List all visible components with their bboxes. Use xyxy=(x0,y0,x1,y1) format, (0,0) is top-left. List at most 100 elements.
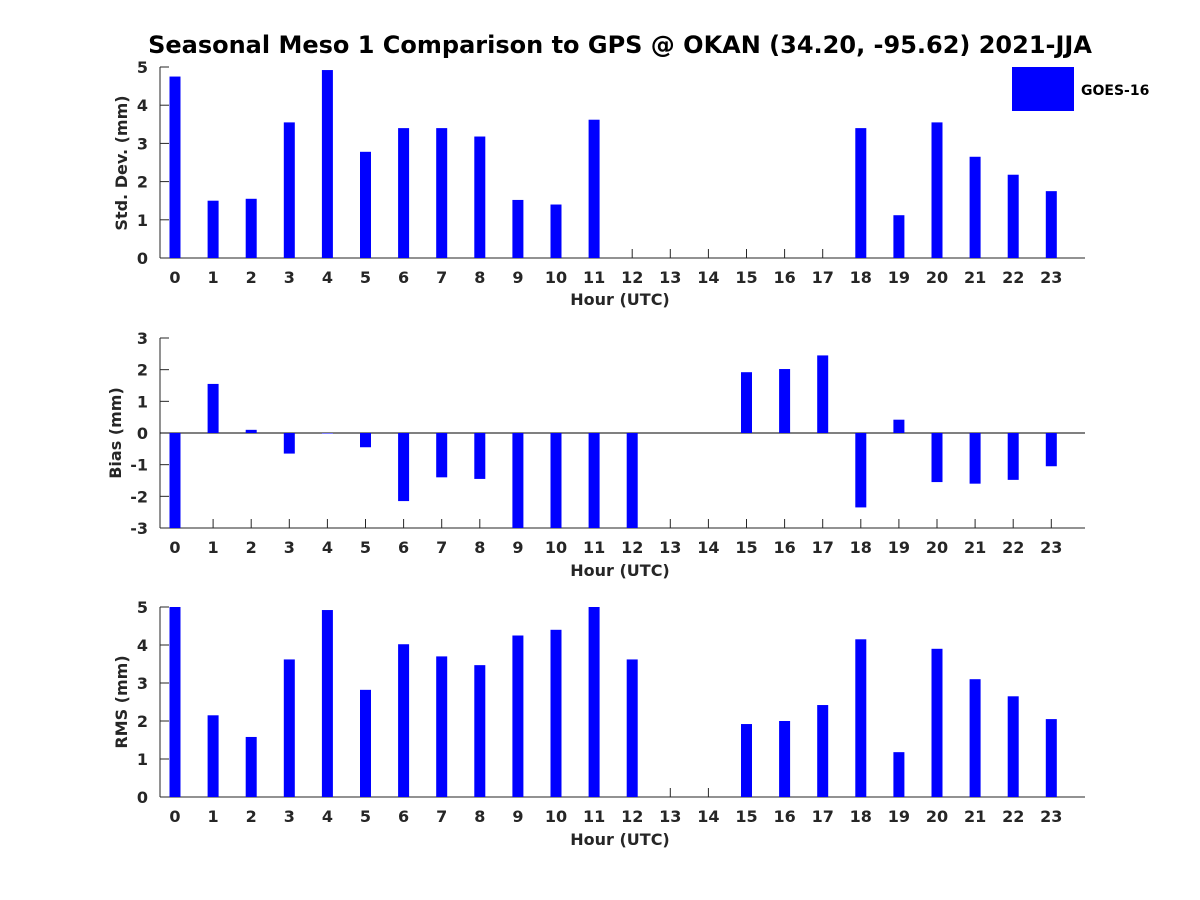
std-dev-bar-hour-22 xyxy=(1007,174,1019,258)
bias-xtick-label: 19 xyxy=(888,538,910,557)
rms-xtick-label: 10 xyxy=(545,807,567,826)
rms-bar-hour-17 xyxy=(817,705,829,797)
bias-bar-hour-18 xyxy=(855,433,867,508)
bias-bar-hour-21 xyxy=(969,433,981,484)
rms-bar-hour-20 xyxy=(931,648,943,797)
rms-bar-hour-6 xyxy=(398,644,410,797)
bias-ylabel: Bias (mm) xyxy=(106,387,125,479)
rms-ytick-label: 3 xyxy=(137,674,148,693)
bias-xtick-label: 9 xyxy=(512,538,523,557)
std-dev-bar-hour-21 xyxy=(969,156,981,258)
std-dev-ytick-label: 5 xyxy=(137,58,148,77)
rms-xtick-label: 18 xyxy=(850,807,872,826)
rms-xtick-label: 16 xyxy=(773,807,795,826)
bias-xtick-label: 13 xyxy=(659,538,681,557)
std-dev-xtick-label: 20 xyxy=(926,268,948,287)
bias-xtick-label: 7 xyxy=(436,538,447,557)
bias-xtick-label: 12 xyxy=(621,538,643,557)
bias-xtick-label: 2 xyxy=(246,538,257,557)
rms-bar-hour-21 xyxy=(969,679,981,797)
bias-xtick-label: 3 xyxy=(284,538,295,557)
legend: GOES-16 xyxy=(1012,67,1149,111)
bias-bar-hour-8 xyxy=(474,433,486,479)
std-dev-xtick-label: 23 xyxy=(1040,268,1062,287)
std-dev-ytick-label: 1 xyxy=(137,211,148,230)
std-dev-xtick-label: 6 xyxy=(398,268,409,287)
bias-bar-hour-23 xyxy=(1045,433,1057,467)
std-dev-ytick-label: 2 xyxy=(137,173,148,192)
rms-xtick-label: 19 xyxy=(888,807,910,826)
rms-bar-hour-10 xyxy=(550,629,562,797)
rms-ytick-label: 5 xyxy=(137,598,148,617)
bias-xtick-label: 23 xyxy=(1040,538,1062,557)
std-dev-xtick-label: 8 xyxy=(474,268,485,287)
std-dev-bar-hour-18 xyxy=(855,128,867,258)
bias-bar-hour-6 xyxy=(398,433,410,502)
std-dev-bar-hour-4 xyxy=(321,70,333,258)
std-dev-xtick-label: 2 xyxy=(246,268,257,287)
bias-xtick-label: 1 xyxy=(208,538,219,557)
bias-bar-hour-4 xyxy=(321,433,333,434)
rms-xtick-label: 21 xyxy=(964,807,986,826)
bias-bar-hour-12 xyxy=(626,433,638,528)
bias-bar-hour-3 xyxy=(283,433,295,454)
bias-bar-hour-10 xyxy=(550,433,562,528)
std-dev-bar-hour-1 xyxy=(207,200,219,258)
rms-xtick-label: 12 xyxy=(621,807,643,826)
legend-label: GOES-16 xyxy=(1081,83,1149,99)
std-dev-xtick-label: 11 xyxy=(583,268,605,287)
rms-xtick-label: 14 xyxy=(697,807,719,826)
rms-bar-hour-8 xyxy=(474,665,486,797)
rms-xtick-label: 20 xyxy=(926,807,948,826)
bias-ytick-label: -3 xyxy=(130,519,148,538)
rms-bar-hour-16 xyxy=(779,721,791,797)
rms-xtick-label: 6 xyxy=(398,807,409,826)
std-dev-xtick-label: 19 xyxy=(888,268,910,287)
bias-bar-hour-7 xyxy=(436,433,448,478)
rms-bar-hour-2 xyxy=(245,736,257,797)
std-dev-bar-hour-10 xyxy=(550,204,562,258)
std-dev-bar-hour-6 xyxy=(398,128,410,258)
std-dev-xtick-label: 12 xyxy=(621,268,643,287)
std-dev-bar-hour-9 xyxy=(512,199,524,258)
bias-bar-hour-1 xyxy=(207,383,219,433)
std-dev-bar-hour-2 xyxy=(245,198,257,258)
rms-bar-hour-19 xyxy=(893,752,905,797)
bias-ytick-label: -1 xyxy=(130,456,148,475)
std-dev-bar-hour-3 xyxy=(283,122,295,258)
bias-ytick-label: 3 xyxy=(137,329,148,348)
std-dev-bar-hour-8 xyxy=(474,136,486,258)
rms-bar-hour-1 xyxy=(207,715,219,797)
rms-ytick-label: 4 xyxy=(137,636,148,655)
rms-ytick-label: 0 xyxy=(137,788,148,807)
rms-xtick-label: 7 xyxy=(436,807,447,826)
std-dev-xtick-label: 0 xyxy=(169,268,180,287)
bias-xtick-label: 20 xyxy=(926,538,948,557)
rms-xtick-label: 11 xyxy=(583,807,605,826)
std-dev-xtick-label: 10 xyxy=(545,268,567,287)
bias-ytick-label: 0 xyxy=(137,424,148,443)
bias-bar-hour-17 xyxy=(817,355,829,433)
rms-bar-hour-3 xyxy=(283,659,295,797)
legend-swatch xyxy=(1012,67,1074,111)
bias-xtick-label: 6 xyxy=(398,538,409,557)
bias-xtick-label: 5 xyxy=(360,538,371,557)
rms-bar-hour-9 xyxy=(512,635,524,797)
std-dev-bar-hour-11 xyxy=(588,119,600,258)
rms-xtick-label: 9 xyxy=(512,807,523,826)
bias-bar-hour-0 xyxy=(169,433,181,528)
bias-bar-hour-22 xyxy=(1007,433,1019,480)
std-dev-bar-hour-5 xyxy=(360,151,371,258)
bias-xtick-label: 11 xyxy=(583,538,605,557)
bias-xtick-label: 15 xyxy=(735,538,757,557)
rms-bar-hour-22 xyxy=(1007,696,1019,797)
std-dev-xtick-label: 9 xyxy=(512,268,523,287)
rms-xtick-label: 17 xyxy=(812,807,834,826)
std-dev-xtick-label: 21 xyxy=(964,268,986,287)
bias-xtick-label: 21 xyxy=(964,538,986,557)
rms-bar-hour-0 xyxy=(169,607,181,797)
bias-xtick-label: 0 xyxy=(169,538,180,557)
rms-ytick-label: 2 xyxy=(137,712,148,731)
